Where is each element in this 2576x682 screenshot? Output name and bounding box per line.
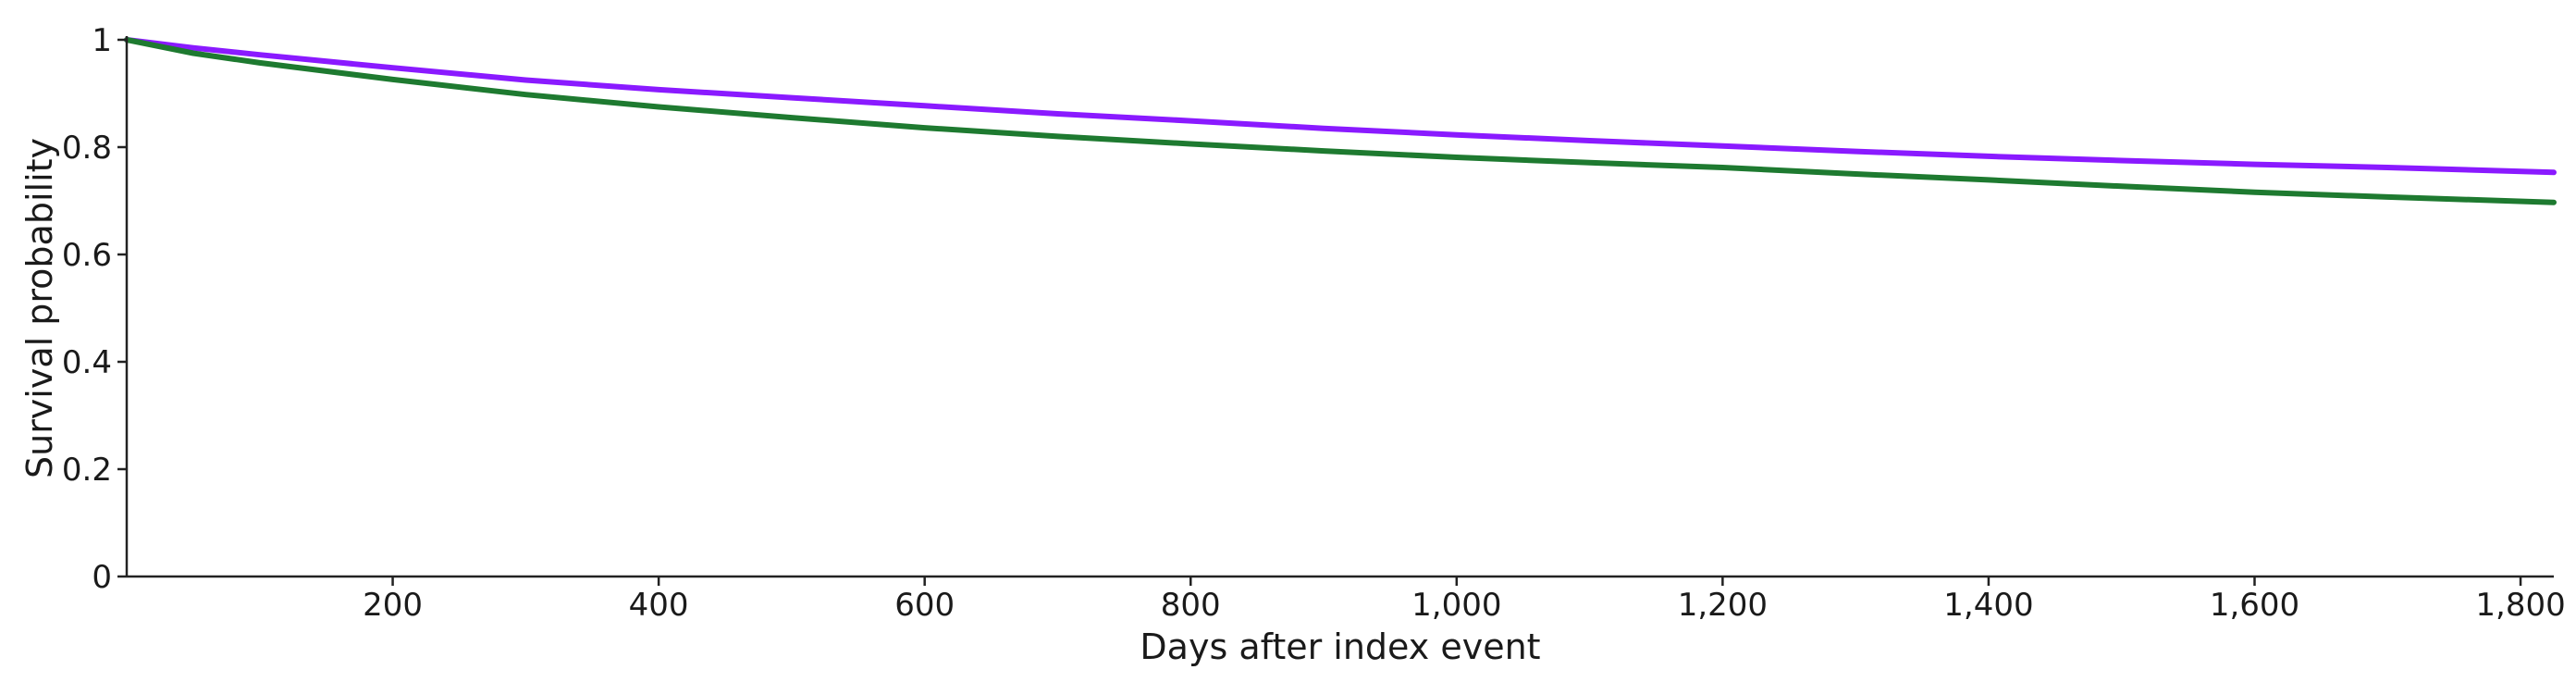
x-tick-label: 1,800 xyxy=(2475,587,2565,624)
survival-curve-2 xyxy=(124,37,2557,205)
series-layer xyxy=(124,37,2557,205)
x-tick-label: 200 xyxy=(363,587,423,624)
x-axis-ticks: 200 400 600 800 1,000 1,200 1,400 1,600 1,800 xyxy=(363,577,2566,624)
x-tick-label: 1,000 xyxy=(1411,587,1501,624)
y-axis-title: Survival probability xyxy=(19,138,60,478)
y-tick-label: 0.2 xyxy=(62,452,112,489)
y-tick-label: 0.6 xyxy=(62,237,112,274)
y-tick-label: 0.4 xyxy=(62,344,112,381)
x-tick-label: 400 xyxy=(629,587,689,624)
y-tick-label: 0 xyxy=(92,559,112,596)
x-tick-label: 600 xyxy=(894,587,955,624)
y-tick-label: 1 xyxy=(92,22,112,59)
x-tick-label: 1,400 xyxy=(1943,587,2033,624)
survival-curve-1 xyxy=(124,37,2557,176)
y-axis-ticks: 0 0.2 0.4 0.6 0.8 1 xyxy=(62,22,127,596)
x-tick-label: 1,600 xyxy=(2210,587,2299,624)
x-axis-title: Days after index event xyxy=(1140,626,1540,667)
x-tick-label: 1,200 xyxy=(1678,587,1768,624)
y-tick-label: 0.8 xyxy=(62,130,112,167)
x-tick-label: 800 xyxy=(1161,587,1221,624)
